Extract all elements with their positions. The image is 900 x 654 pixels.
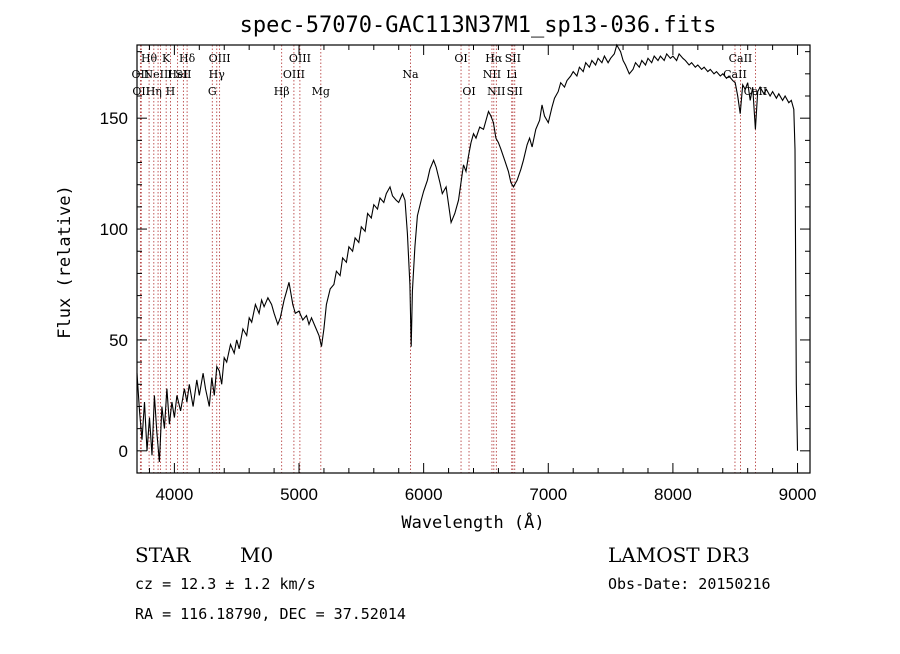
x-tick-label: 6000 — [405, 485, 443, 504]
object-subclass: M0 — [240, 543, 273, 567]
line-label-20: OI — [462, 85, 475, 98]
line-label-2: Hθ — [141, 52, 158, 65]
line-label-13: OIII — [209, 52, 231, 65]
x-axis-label: Wavelength (Å) — [401, 511, 544, 533]
x-tick-label: 8000 — [654, 485, 692, 504]
line-label-10: Hδ — [179, 52, 196, 65]
line-label-27: CaII — [723, 68, 747, 81]
line-label-28: CaII — [729, 52, 753, 65]
x-tick-label: 9000 — [779, 485, 817, 504]
line-label-17: Mg — [312, 85, 330, 98]
x-tick-label: 7000 — [529, 485, 567, 504]
spectral-line-labels: OIIOIIHθHηNeIIIKHHeISIIHδGHγOIIIHβOIIIOI… — [132, 52, 768, 98]
line-label-19: OI — [454, 52, 467, 65]
object-class: STAR — [135, 543, 191, 567]
line-label-21: NII — [483, 68, 501, 81]
line-label-0: OII — [132, 68, 150, 81]
line-label-11: G — [208, 85, 217, 98]
x-axis: 4000 5000 6000 7000 8000 9000 — [148, 45, 817, 504]
x-tick-label: 5000 — [280, 485, 318, 504]
x-tick-label: 4000 — [155, 485, 193, 504]
line-label-4: NeIII — [143, 68, 172, 81]
line-label-16: OIII — [289, 52, 311, 65]
observation-date: Obs-Date: 20150216 — [608, 575, 771, 593]
y-tick-label: 0 — [119, 442, 128, 461]
sky-coordinates: RA = 116.18790, DEC = 37.52014 — [135, 605, 406, 623]
line-label-12: Hγ — [209, 68, 226, 81]
line-label-29: CaII — [744, 85, 768, 98]
survey-name: LAMOST DR3 — [608, 543, 750, 567]
line-label-8: HeI — [167, 68, 187, 81]
redshift-velocity: cz = 12.3 ± 1.2 km/s — [135, 575, 316, 593]
y-axis-label: Flux (relative) — [55, 185, 75, 339]
line-label-15: OIII — [283, 68, 305, 81]
y-tick-label: 50 — [109, 331, 128, 350]
line-label-6: K — [162, 52, 171, 65]
line-label-18: Na — [402, 68, 419, 81]
line-label-23: NII — [487, 85, 505, 98]
spectrum-series-line — [136, 43, 799, 462]
line-label-26: SII — [507, 85, 523, 98]
y-axis: 0 50 100 150 — [100, 51, 810, 474]
chart-title: spec-57070-GAC113N37M1_sp13-036.fits — [240, 13, 717, 38]
line-label-9: SII — [175, 68, 191, 81]
line-label-22: Hα — [485, 52, 503, 65]
line-label-14: Hβ — [274, 85, 290, 98]
y-tick-label: 150 — [100, 109, 128, 128]
line-label-7: H — [166, 85, 176, 98]
line-label-3: Hη — [146, 85, 162, 98]
y-tick-label: 100 — [100, 220, 128, 239]
line-label-24: Li — [506, 68, 517, 81]
plot-frame — [136, 44, 811, 474]
spectral-line-markers — [139, 45, 756, 473]
line-label-25: SII — [505, 52, 521, 65]
